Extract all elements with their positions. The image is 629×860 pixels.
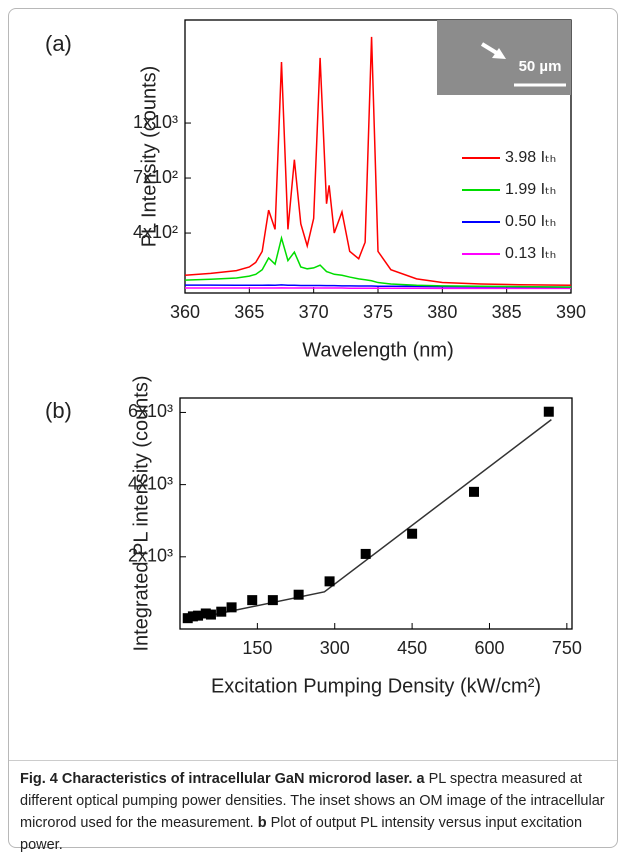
- y-axis-label: Integrated PL intensity (counts): [130, 375, 152, 651]
- charts: (a) 360 365 370 375 380 385 390 4x10² 7x10² 1x10³ W…: [45, 19, 586, 697]
- data-point: [543, 406, 554, 417]
- y-tick-label: 1x10³: [133, 112, 178, 132]
- data-point: [216, 606, 227, 617]
- x-tick-label: 360: [170, 302, 200, 322]
- y-tick-label: 4x10³: [128, 473, 173, 493]
- caption-text: PL spectra measured at different optical…: [20, 771, 605, 831]
- data-point: [267, 595, 278, 606]
- inset-arrow-head: [492, 48, 506, 59]
- data-point: [205, 609, 216, 620]
- panel-label: (a): [45, 31, 72, 56]
- data-point: [200, 608, 211, 619]
- x-tick-label: 385: [492, 302, 522, 322]
- separator: [9, 760, 617, 761]
- inset-label: 50 µm: [519, 58, 562, 75]
- panel-label: (b): [45, 398, 72, 423]
- series-line: [185, 284, 572, 288]
- caption-text: Plot of output PL intensity versus input…: [20, 815, 583, 853]
- caption-title: Fig. 4 Characteristics of intracellular …: [20, 771, 413, 787]
- caption-label: a: [416, 771, 425, 787]
- fit-line: [187, 419, 552, 621]
- x-tick-label: 370: [299, 302, 329, 322]
- legend-label: 3.98 Iₜₕ: [505, 149, 556, 166]
- y-tick-label: 2x10³: [128, 546, 173, 566]
- figure-frame: [8, 8, 618, 848]
- data-point: [193, 610, 204, 621]
- x-tick-label: 380: [427, 302, 457, 322]
- legend-label: 0.50 Iₜₕ: [505, 213, 556, 230]
- caption-label: b: [257, 815, 267, 831]
- series-line: [184, 235, 572, 288]
- y-tick-label: 6x10³: [128, 401, 173, 421]
- x-axis-label: Excitation Pumping Density (kW/cm²): [211, 675, 541, 697]
- x-tick-label: 450: [397, 638, 427, 658]
- x-tick-label: 300: [320, 638, 350, 658]
- data-point: [182, 613, 193, 624]
- data-point: [360, 548, 371, 559]
- data-point: [226, 602, 237, 613]
- x-tick-label: 365: [234, 302, 264, 322]
- legend-label: 1.99 Iₜₕ: [505, 181, 556, 198]
- x-tick-label: 600: [474, 638, 504, 658]
- data-point: [247, 595, 258, 606]
- data-point: [187, 611, 198, 622]
- caption: Fig. 4 Characteristics of intracellular …: [20, 768, 612, 856]
- x-tick-label: 375: [363, 302, 393, 322]
- legend-label: 0.13 Iₜₕ: [505, 245, 556, 262]
- data-point: [324, 576, 335, 587]
- x-axis-label: Wavelength (nm): [302, 339, 454, 361]
- series-line: [185, 287, 571, 290]
- x-tick-label: 390: [556, 302, 586, 322]
- data-point: [407, 528, 418, 539]
- y-axis-label: PL Intensity (counts): [138, 66, 160, 248]
- data-point: [293, 589, 304, 600]
- y-tick-label: 4x10²: [133, 222, 178, 242]
- x-tick-label: 150: [242, 638, 272, 658]
- plot-area: [179, 397, 573, 630]
- series-line: [184, 36, 572, 287]
- data-point: [469, 486, 479, 497]
- y-tick-label: 7x10²: [133, 167, 178, 187]
- x-tick-label: 750: [552, 638, 582, 658]
